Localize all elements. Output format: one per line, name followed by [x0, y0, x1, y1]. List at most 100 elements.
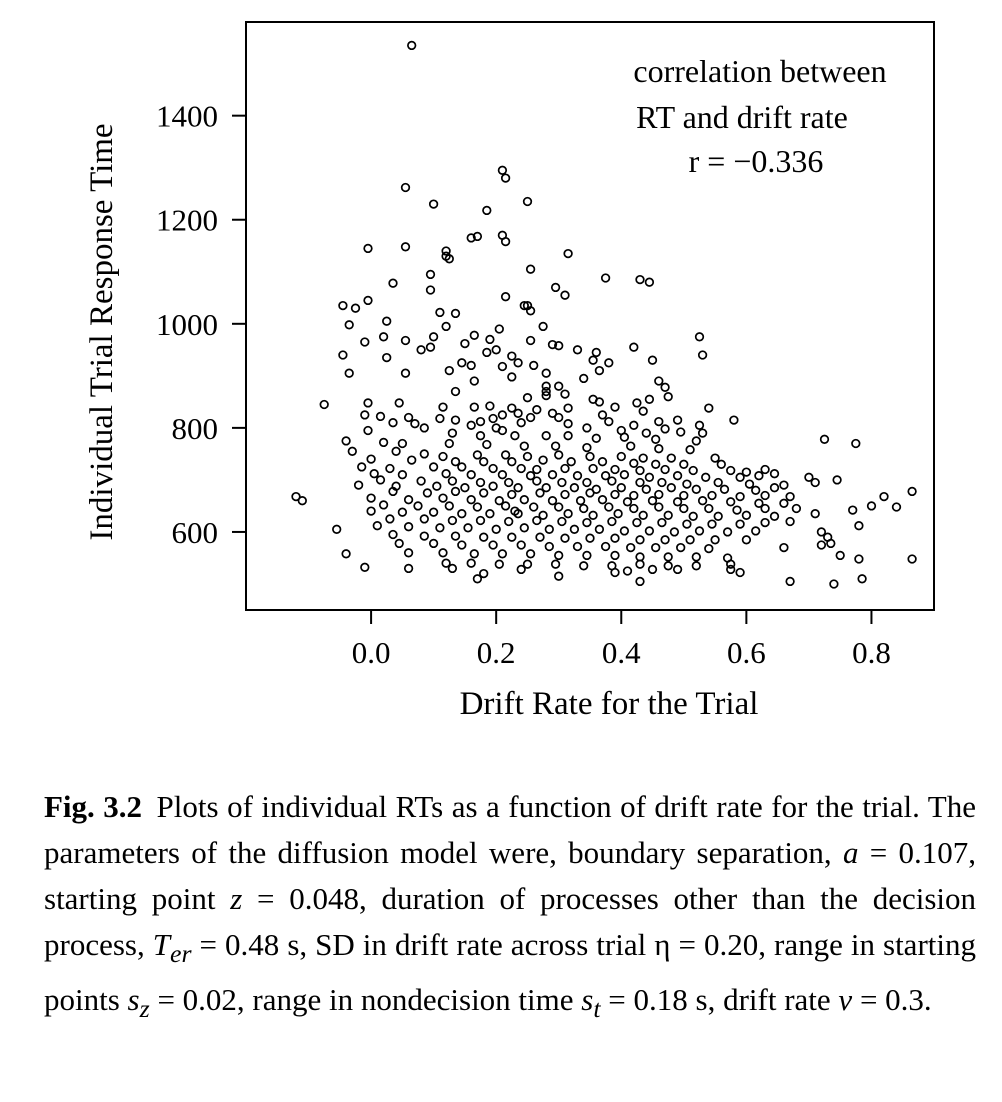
- data-point: [516, 564, 526, 575]
- data-point: [600, 541, 611, 552]
- data-point: [525, 306, 536, 316]
- data-point: [760, 517, 770, 528]
- data-point: [704, 543, 714, 554]
- data-point: [469, 376, 479, 386]
- data-point: [685, 535, 695, 545]
- data-point: [779, 480, 789, 490]
- data-point: [854, 521, 864, 531]
- data-point: [441, 246, 451, 256]
- data-point: [626, 441, 636, 451]
- data-point: [522, 559, 533, 569]
- data-point: [497, 361, 508, 372]
- data-point: [541, 431, 551, 441]
- data-point: [729, 415, 739, 425]
- data-point: [619, 432, 630, 442]
- data-point: [707, 519, 717, 529]
- data-point: [585, 451, 595, 462]
- data-point: [541, 390, 551, 401]
- data-point: [610, 402, 620, 412]
- data-point: [622, 497, 633, 507]
- data-point: [375, 475, 386, 485]
- data-point: [422, 488, 433, 498]
- data-point: [425, 342, 436, 352]
- data-point: [591, 433, 601, 443]
- data-point: [428, 538, 439, 549]
- data-point: [544, 541, 554, 552]
- data-point: [372, 521, 382, 531]
- data-point: [819, 434, 830, 444]
- data-point: [688, 465, 698, 476]
- data-point: [547, 408, 558, 418]
- data-point: [360, 410, 370, 420]
- data-point: [585, 488, 595, 498]
- data-point: [466, 558, 476, 568]
- data-point: [713, 477, 723, 488]
- data-point: [466, 495, 476, 505]
- data-point: [504, 477, 514, 488]
- data-point: [575, 496, 586, 506]
- data-point: [435, 523, 445, 533]
- data-point: [563, 509, 573, 519]
- data-point: [494, 496, 504, 506]
- data-point: [500, 173, 511, 183]
- data-point: [607, 516, 617, 527]
- figure-label: Fig. 3.2: [44, 789, 143, 824]
- data-point: [363, 243, 373, 254]
- data-point: [694, 526, 705, 536]
- data-point: [457, 509, 467, 519]
- data-point: [644, 277, 655, 287]
- data-point: [428, 332, 439, 342]
- data-point: [366, 493, 376, 503]
- data-point: [385, 514, 395, 524]
- data-point: [726, 564, 736, 575]
- data-point: [441, 251, 451, 261]
- scatter-chart: 600 800 1000 1200 1400 0.0 0.2 0.4 0.6 0.8 Drift…: [84, 21, 935, 722]
- plot-frame: [245, 21, 935, 611]
- data-point: [629, 503, 639, 514]
- data-point: [532, 464, 542, 475]
- data-point: [651, 434, 661, 444]
- data-point: [735, 519, 745, 529]
- data-point: [541, 386, 551, 397]
- data-point: [475, 515, 486, 526]
- data-point: [600, 471, 611, 481]
- data-point: [522, 196, 533, 207]
- data-point: [629, 420, 639, 430]
- data-point: [353, 480, 364, 490]
- data-point: [338, 300, 348, 311]
- caption-text: Plots of individual RTs as a function of…: [44, 789, 977, 1024]
- data-point: [629, 342, 639, 352]
- data-point: [597, 495, 608, 505]
- data-point: [522, 393, 533, 403]
- data-point: [513, 358, 523, 368]
- data-point: [779, 498, 789, 508]
- data-point: [835, 550, 845, 561]
- data-point: [291, 491, 301, 502]
- data-point: [466, 233, 476, 243]
- data-point: [400, 335, 411, 346]
- data-point: [510, 431, 520, 441]
- data-point: [428, 462, 439, 472]
- data-point: [507, 457, 517, 467]
- data-point: [704, 403, 714, 413]
- data-point: [666, 483, 676, 493]
- data-point: [626, 542, 636, 553]
- data-point: [338, 350, 348, 360]
- data-point: [550, 441, 561, 451]
- data-point: [741, 510, 752, 520]
- data-point: [635, 559, 645, 569]
- data-point: [425, 269, 436, 280]
- data-point: [907, 486, 917, 497]
- data-point: [594, 397, 605, 407]
- data-point: [741, 535, 752, 545]
- data-point: [566, 457, 576, 467]
- data-point: [666, 453, 676, 463]
- data-point: [516, 540, 526, 550]
- data-point: [450, 415, 461, 425]
- data-point: [654, 444, 664, 454]
- data-point: [635, 477, 645, 488]
- data-point: [657, 477, 667, 488]
- data-point: [588, 463, 598, 474]
- data-point: [388, 529, 398, 540]
- data-point: [550, 282, 561, 293]
